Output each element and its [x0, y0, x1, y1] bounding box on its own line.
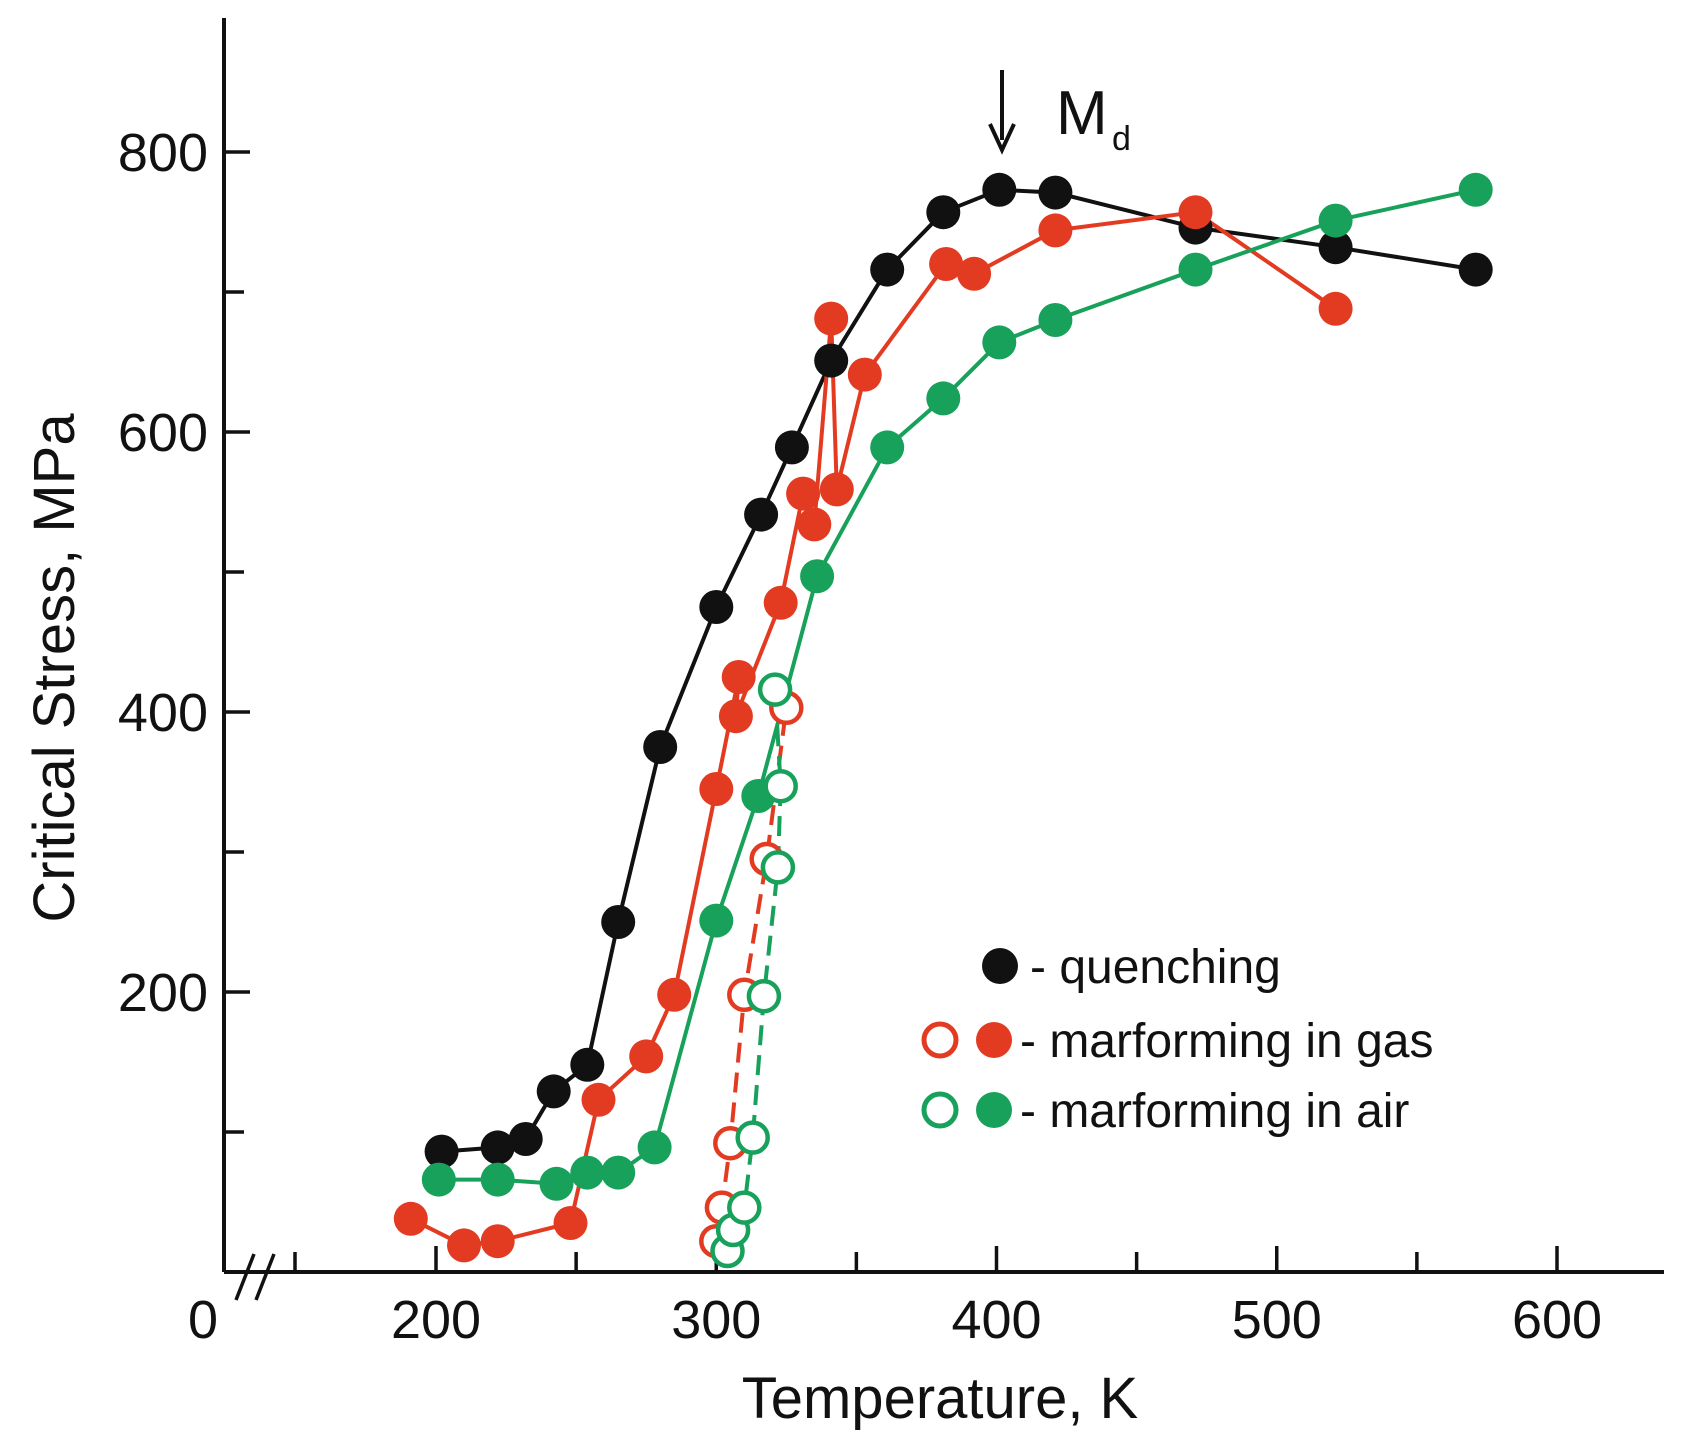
point-marforming-in-gas-0	[393, 1201, 428, 1236]
legend-marker-quenching	[982, 948, 1018, 984]
y-tick-label-400: 400	[118, 683, 208, 743]
point-marforming-in-air-1	[480, 1162, 515, 1197]
point-marforming-in-gas-8	[721, 660, 756, 694]
legend-label-gas: - marforming in gas	[1020, 1015, 1433, 1068]
point-quenching-7	[699, 590, 734, 624]
y-tick-label-800: 800	[118, 123, 208, 183]
md-label-subscript: d	[1112, 120, 1131, 158]
x-tick-label-300: 300	[671, 1290, 761, 1350]
point-quenching-1	[480, 1130, 515, 1165]
point-marforming-in-air-3	[570, 1155, 605, 1190]
point-quenching-9	[774, 430, 809, 465]
x-tick-label-400: 400	[951, 1290, 1041, 1350]
point-quenching-10	[814, 343, 849, 378]
point-marforming-in-air-open-4	[746, 978, 782, 1014]
point-marforming-in-air-14	[1318, 203, 1353, 238]
point-marforming-in-air-open-6	[763, 768, 798, 804]
x-tick-label-600: 600	[1512, 1290, 1602, 1350]
point-marforming-in-gas-11	[786, 476, 821, 511]
point-quenching-6	[643, 730, 678, 764]
point-marforming-in-gas-16	[929, 247, 964, 281]
point-marforming-in-air-open-7	[757, 672, 793, 707]
point-marforming-in-gas-10	[763, 585, 798, 620]
legend-item-quenching: - quenching	[982, 941, 1281, 994]
point-marforming-in-gas-13	[814, 301, 849, 336]
point-marforming-in-gas-4	[581, 1082, 616, 1117]
point-marforming-in-air-12	[1038, 303, 1073, 337]
point-quenching-16	[1318, 230, 1353, 265]
point-quenching-5	[601, 905, 636, 939]
point-marforming-in-air-open-3	[735, 1120, 770, 1155]
series-line-quenching	[441, 187, 1477, 1154]
origin-label: 0	[188, 1290, 218, 1350]
md-arrow-head	[988, 123, 1016, 155]
point-marforming-in-gas-14	[819, 472, 854, 507]
point-marforming-in-gas-15	[847, 357, 882, 392]
point-marforming-in-air-13	[1178, 252, 1213, 287]
y-axis-title: Critical Stress, MPa	[22, 413, 87, 923]
point-marforming-in-air-4	[601, 1155, 636, 1190]
point-marforming-in-air-15	[1458, 172, 1493, 207]
point-marforming-in-air-5	[637, 1130, 672, 1165]
point-marforming-in-gas-5	[629, 1039, 664, 1074]
point-marforming-in-gas-6	[657, 977, 692, 1012]
point-quenching-4	[570, 1047, 605, 1082]
axes-frame	[222, 18, 1664, 1301]
x-tick-label-500: 500	[1232, 1290, 1322, 1350]
x-axis-title: Temperature, K	[742, 1366, 1139, 1431]
point-quenching-12	[926, 195, 961, 230]
point-quenching-11	[870, 252, 905, 287]
point-marforming-in-air-6	[699, 903, 734, 938]
legend-item-gas: - marforming in gas	[921, 1015, 1433, 1068]
point-marforming-in-gas-18	[1038, 213, 1073, 248]
y-tick-label-600: 600	[118, 403, 208, 463]
point-marforming-in-air-open-5	[760, 850, 796, 885]
point-marforming-in-gas-12	[797, 507, 832, 542]
series-points	[393, 172, 1493, 1269]
legend-marker-air-filled	[976, 1092, 1012, 1128]
legend-label-air: - marforming in air	[1020, 1085, 1409, 1138]
x-tick-label-200: 200	[391, 1290, 481, 1350]
axis-break-marks	[234, 1253, 276, 1301]
point-marforming-in-air-open-2	[727, 1190, 762, 1225]
point-marforming-in-gas-19	[1178, 195, 1213, 230]
point-marforming-in-gas-3	[553, 1206, 588, 1240]
point-quenching-3	[536, 1074, 571, 1109]
point-quenching-14	[1038, 175, 1073, 210]
point-marforming-in-gas-7	[699, 772, 734, 806]
point-marforming-in-air-0	[421, 1162, 456, 1197]
legend-marker-gas-filled	[976, 1022, 1012, 1058]
point-quenching-8	[744, 497, 779, 532]
axis-ticks	[224, 150, 1559, 1272]
legend: - quenching - marforming in gas - marfor…	[921, 941, 1433, 1138]
legend-marker-air-open	[921, 1091, 959, 1129]
legend-item-air: - marforming in air	[921, 1085, 1409, 1138]
axis-tick-labels: 200 300 400 500 600 200 400 600 800	[118, 123, 1602, 1350]
point-marforming-in-air-2	[539, 1166, 574, 1201]
point-quenching-2	[508, 1122, 543, 1156]
point-quenching-17	[1458, 252, 1493, 287]
md-annotation: M d	[988, 70, 1131, 158]
legend-marker-gas-open	[921, 1021, 959, 1059]
md-label: M	[1056, 79, 1108, 148]
point-marforming-in-air-11	[982, 325, 1017, 360]
point-quenching-0	[424, 1134, 459, 1169]
point-marforming-in-gas-9	[718, 699, 753, 734]
point-marforming-in-air-9	[870, 430, 905, 465]
point-marforming-in-gas-17	[957, 256, 992, 291]
point-quenching-13	[982, 172, 1017, 207]
legend-label-quenching: - quenching	[1030, 941, 1281, 994]
point-marforming-in-gas-1	[447, 1228, 481, 1263]
point-marforming-in-air-10	[926, 381, 961, 416]
point-marforming-in-air-8	[800, 559, 835, 594]
y-tick-label-200: 200	[118, 963, 208, 1023]
point-marforming-in-gas-2	[480, 1224, 515, 1259]
point-marforming-in-gas-20	[1318, 291, 1353, 326]
